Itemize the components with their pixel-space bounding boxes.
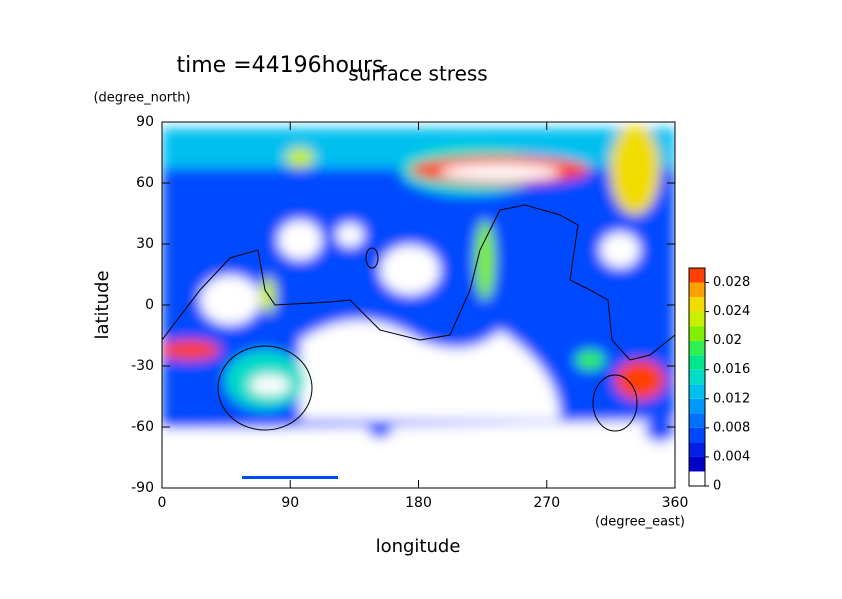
- coastline: [217, 345, 313, 431]
- colorbar-tick-label: 0.024: [713, 304, 750, 319]
- colorbar-tick-label: 0.02: [713, 333, 742, 348]
- field-patch: [278, 220, 322, 260]
- colorbar-band: [689, 413, 705, 428]
- x-tick-label: 270: [533, 495, 560, 511]
- field-patch: [380, 245, 440, 295]
- field-patch: [575, 350, 605, 370]
- field-patch: [600, 232, 640, 268]
- colorbar-band: [689, 471, 705, 486]
- field-patch: [368, 422, 392, 438]
- x-unit: (degree_east): [595, 515, 685, 530]
- colorbar-band: [689, 384, 705, 399]
- field-patch: [162, 420, 675, 488]
- field: [162, 125, 675, 488]
- colorbar-band: [689, 282, 705, 298]
- colorbar-band: [689, 326, 705, 341]
- colorbar-band: [689, 297, 705, 312]
- colorbar-tick-label: 0.004: [713, 449, 750, 464]
- colorbar-band: [689, 311, 705, 327]
- field-patch: [336, 223, 364, 247]
- colorbar-band: [689, 355, 705, 370]
- x-tick-label: 0: [158, 495, 167, 511]
- colorbar-frame: [688, 267, 706, 487]
- y-unit: (degree_north): [93, 91, 190, 106]
- x-tick-label: 90: [281, 495, 299, 511]
- field-patch: [440, 164, 560, 180]
- colorbar-tick-label: 0.008: [713, 420, 750, 435]
- y-tick-label: 90: [136, 114, 154, 130]
- colorbar-band: [689, 369, 705, 385]
- x-tick-label: 180: [405, 495, 432, 511]
- field-patch: [250, 375, 290, 395]
- colorbar-band: [689, 268, 705, 283]
- y-tick-label: -60: [131, 419, 154, 435]
- field-patch: [610, 125, 660, 215]
- colorbar-band: [689, 340, 705, 356]
- colorbar-tick-label: 0.028: [713, 275, 750, 290]
- field-patch: [242, 476, 338, 479]
- field-patch: [162, 340, 220, 360]
- field-patch: [200, 275, 260, 325]
- coastline: [365, 247, 379, 269]
- field-patch: [475, 220, 495, 300]
- y-tick-label: -30: [131, 358, 154, 374]
- y-tick-label: 30: [136, 236, 154, 252]
- colorbar-band: [689, 442, 705, 457]
- x-label: longitude: [376, 536, 461, 557]
- colorbar-tick-label: 0: [713, 479, 721, 494]
- y-tick-label: 0: [145, 297, 154, 313]
- y-label: latitude: [92, 270, 113, 339]
- field-patch: [300, 320, 560, 420]
- coastline: [592, 374, 638, 432]
- chart-title: surface stress: [348, 62, 487, 86]
- field-patch: [645, 418, 675, 442]
- colorbar-band: [689, 456, 705, 472]
- field-patch: [615, 360, 665, 400]
- y-tick-label: -90: [131, 480, 154, 496]
- subtitle: time =44196hours: [177, 53, 384, 78]
- y-tick-label: 60: [136, 175, 154, 191]
- colorbar-band: [689, 427, 705, 443]
- colorbar-tick-label: 0.016: [713, 362, 750, 377]
- coastline: [162, 204, 675, 361]
- colorbar-tick-label: 0.012: [713, 391, 750, 406]
- colorbar-band: [689, 398, 705, 414]
- field-patch: [286, 148, 314, 168]
- x-tick-label: 360: [662, 495, 689, 511]
